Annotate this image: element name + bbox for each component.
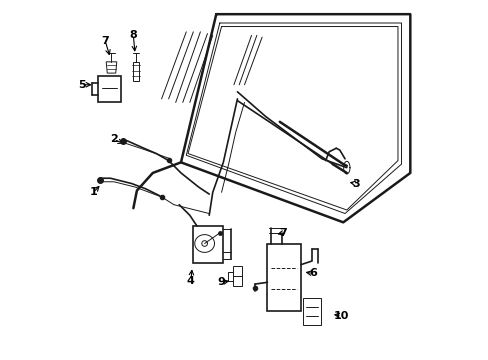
Text: 1: 1 [89,187,97,197]
Text: 4: 4 [186,275,194,285]
Text: 5: 5 [78,80,85,90]
Text: 3: 3 [351,179,359,189]
Text: 2: 2 [110,134,118,144]
Text: 8: 8 [129,30,137,40]
Text: 10: 10 [333,311,348,321]
Text: 7: 7 [101,36,109,46]
Text: 6: 6 [309,269,317,279]
Text: 7: 7 [279,228,286,238]
Text: 9: 9 [217,277,225,287]
